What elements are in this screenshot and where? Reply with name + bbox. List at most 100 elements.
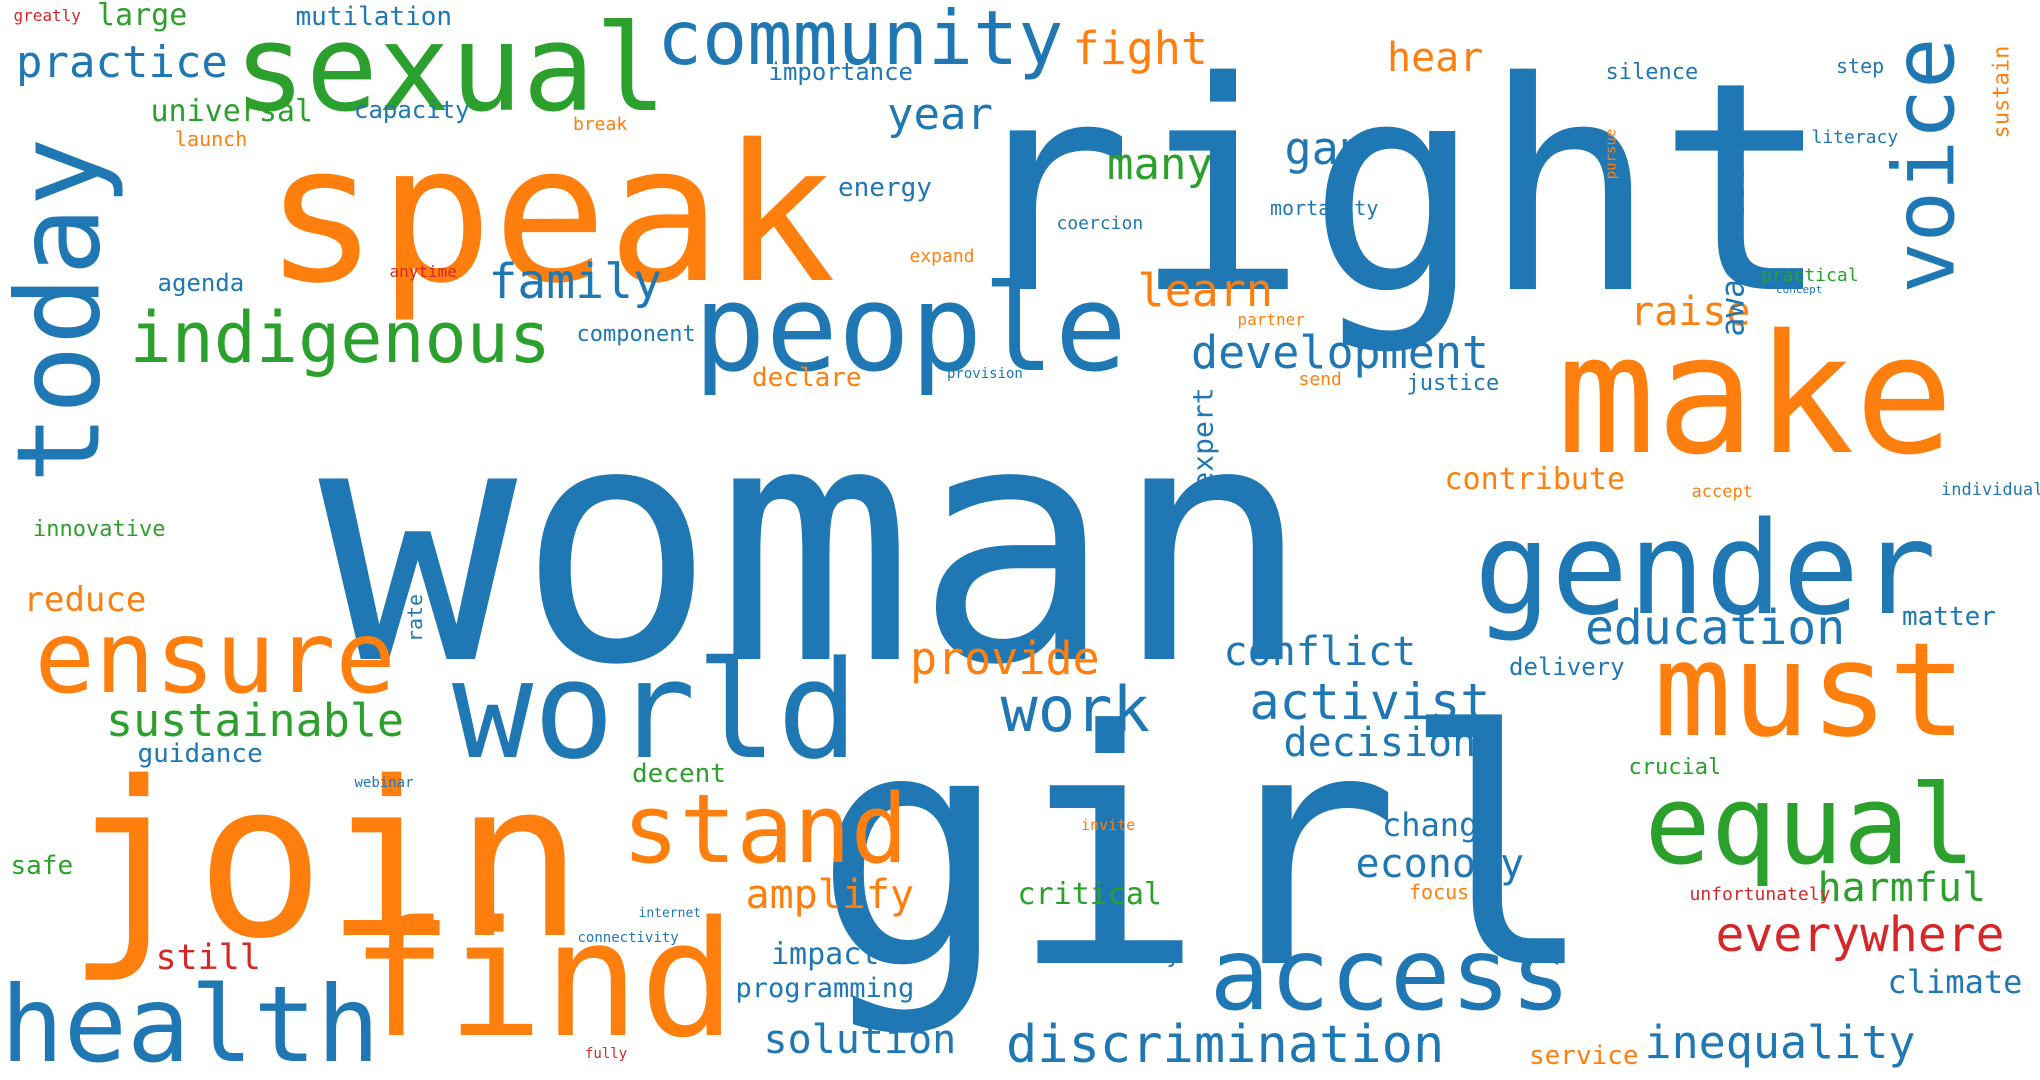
word-critical: critical <box>1017 877 1163 912</box>
word-make: make <box>1556 298 1954 491</box>
word-stand: stand <box>622 774 908 885</box>
word-many: many <box>1107 139 1213 190</box>
word-declare: declare <box>752 363 862 393</box>
word-provision: provision <box>947 366 1023 382</box>
word-activist: activist <box>1249 673 1491 731</box>
word-internet: internet <box>638 905 702 921</box>
word-discrimination: discrimination <box>1006 1015 1445 1075</box>
word-step: step <box>1836 54 1885 78</box>
word-programming: programming <box>735 972 915 1004</box>
word-work: work <box>1000 673 1150 746</box>
word-everywhere: everywhere <box>1715 907 2005 963</box>
word-practice: practice <box>16 37 228 88</box>
word-health: health <box>0 963 380 1080</box>
word-harmful: harmful <box>1817 865 1987 911</box>
word-delivery: delivery <box>1509 653 1625 681</box>
word-mortality: mortality <box>1270 196 1379 220</box>
word-raise: raise <box>1630 289 1751 335</box>
word-service: service <box>1529 1041 1639 1071</box>
word-practical: practical <box>1761 265 1859 286</box>
word-fully: fully <box>585 1046 628 1062</box>
word-capacity: capacity <box>354 96 470 124</box>
word-inequality: inequality <box>1644 1015 1916 1069</box>
word-girl: girl <box>813 660 1597 1040</box>
word-gap: gap <box>1284 121 1366 175</box>
word-large: large <box>97 0 188 33</box>
word-innovative: innovative <box>33 517 166 542</box>
word-world: world <box>452 631 859 789</box>
word-family: family <box>488 254 662 310</box>
word-rate: rate <box>403 593 428 643</box>
word-year: year <box>887 89 993 140</box>
word-guidance: guidance <box>137 739 263 769</box>
word-speak: speak <box>264 104 836 325</box>
word-contribute: contribute <box>1444 462 1626 497</box>
word-people: people <box>693 260 1127 399</box>
word-greatly: greatly <box>13 6 81 25</box>
word-learn: learn <box>1137 263 1273 317</box>
word-ensure: ensure <box>34 599 396 716</box>
word-coercion: coercion <box>1056 213 1144 234</box>
word-agenda: agenda <box>157 269 245 297</box>
word-pursue: pursue <box>1602 128 1619 180</box>
word-component: component <box>576 322 696 347</box>
word-invite: invite <box>1081 815 1136 834</box>
word-universal: universal <box>150 94 314 129</box>
word-today: today <box>0 136 127 484</box>
word-reduce: reduce <box>23 580 147 620</box>
word-literacy: literacy <box>1811 127 1899 148</box>
word-connectivity: connectivity <box>577 930 679 946</box>
word-expand: expand <box>909 246 975 267</box>
word-climate: climate <box>1887 963 2023 1001</box>
word-body: body <box>1123 940 1181 968</box>
word-gender: gender <box>1474 495 1937 644</box>
word-community: community <box>657 0 1064 82</box>
word-mutilation: mutilation <box>295 2 453 32</box>
word-amplify: amplify <box>745 872 915 918</box>
word-conflict: conflict <box>1223 629 1417 675</box>
word-join: join <box>66 734 584 986</box>
word-expert: expert <box>1186 387 1220 489</box>
word-development: development <box>1191 325 1490 379</box>
word-provide: provide <box>910 631 1100 685</box>
word-safe: safe <box>10 851 74 881</box>
word-change: change <box>1382 806 1498 844</box>
word-silence: silence <box>1605 60 1699 85</box>
word-education: education <box>1585 600 1846 656</box>
word-woman: woman <box>318 353 1312 737</box>
word-access: access <box>1209 916 1571 1033</box>
word-importance: importance <box>768 58 914 86</box>
word-impact: impact <box>771 937 880 972</box>
word-equal: equal <box>1644 761 1976 889</box>
word-hear: hear <box>1387 35 1484 81</box>
word-energy: energy <box>838 173 932 203</box>
word-unfortunately: unfortunately <box>1689 884 1831 905</box>
word-concept: concept <box>1776 282 1823 296</box>
word-decent: decent <box>632 759 726 789</box>
word-send: send <box>1298 369 1342 390</box>
word-crucial: crucial <box>1628 755 1722 780</box>
word-indigenous: indigenous <box>129 297 551 379</box>
word-break: break <box>573 114 628 135</box>
word-individual: individual <box>1941 479 2040 500</box>
word-webinar: webinar <box>354 775 414 791</box>
word-accept: accept <box>1691 481 1753 502</box>
word-awareness: awareness <box>1713 163 1752 337</box>
word-still: still <box>155 937 261 978</box>
word-launch: launch <box>175 127 248 151</box>
word-matter: matter <box>1902 602 1996 632</box>
word-right: right <box>958 21 1832 358</box>
word-focus: focus <box>1409 880 1470 904</box>
word-partner: partner <box>1237 310 1305 329</box>
word-sustainable: sustainable <box>106 693 405 747</box>
word-find: find <box>350 886 736 1073</box>
word-fight: fight <box>1072 21 1208 75</box>
word-sexual: sexual <box>233 0 667 139</box>
word-must: must <box>1653 614 1967 766</box>
word-anytime: anytime <box>389 262 457 281</box>
word-sustain: sustain <box>1988 45 2014 139</box>
word-economy: economy <box>1355 841 1525 887</box>
word-solution: solution <box>763 1017 957 1063</box>
word-voice: voice <box>1875 37 1975 293</box>
